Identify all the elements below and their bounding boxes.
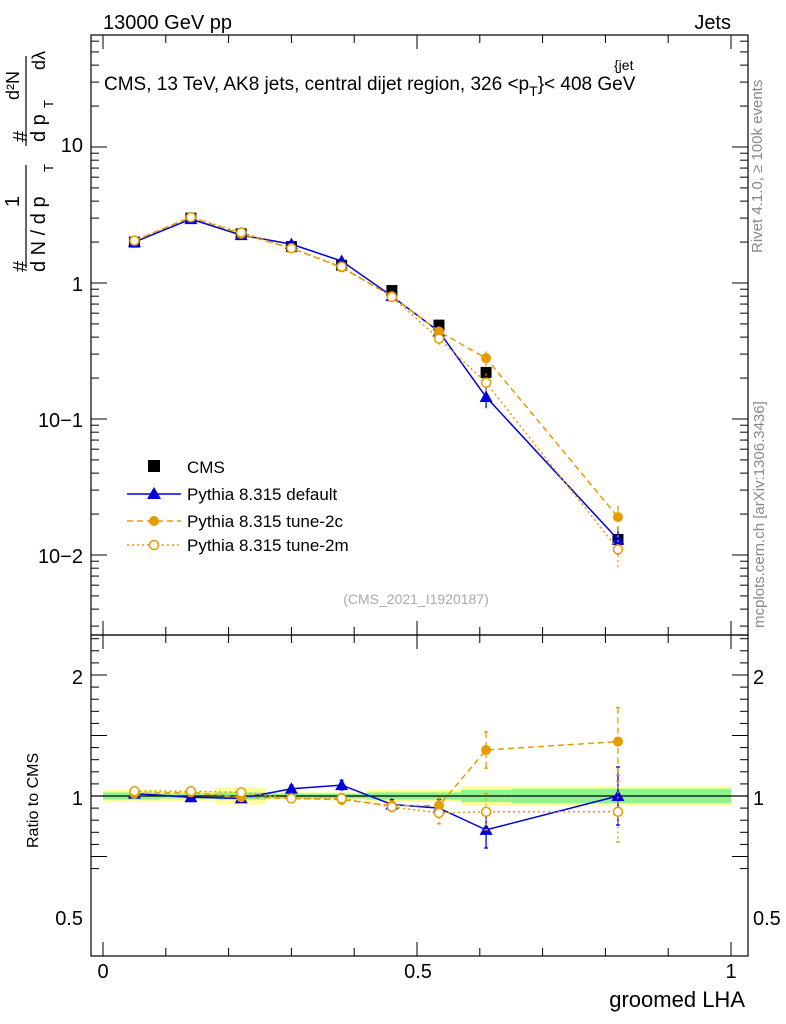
- ratio-point-tune2m: [433, 807, 445, 819]
- main-data-layer: [127, 211, 625, 569]
- ratio-point-tune2m: [480, 806, 492, 817]
- main-y-tick-label-0.1: 10−1: [38, 410, 83, 432]
- data-point-tune2m: [336, 261, 347, 272]
- header-right: Jets: [694, 12, 731, 34]
- ratio-point-tune2m: [336, 793, 347, 804]
- ratio-point-tune2c: [481, 745, 492, 756]
- ratio-point-default: [611, 789, 625, 801]
- data-point-cms: [480, 366, 492, 378]
- rivet-version: Rivet 4.1.0, ≥ 100k events: [749, 80, 766, 253]
- x-tick-label-1: 1: [725, 961, 736, 983]
- axis-ticks: [91, 35, 748, 956]
- analysis-watermark: (CMS_2021_I1920187): [343, 591, 489, 607]
- legend-marker-tune2m: [148, 539, 160, 551]
- ratio-y-tick-label-right-0.5: 0.5: [753, 908, 781, 930]
- x-axis-label: groomed LHA: [609, 987, 745, 1012]
- legend-marker-default: [147, 487, 161, 499]
- main-y-tick-label-0.01: 10−2: [38, 546, 83, 568]
- legend-label-tune2c: Pythia 8.315 tune-2c: [187, 512, 343, 531]
- legend-label-tune2m: Pythia 8.315 tune-2m: [187, 536, 349, 555]
- x-tick-label-0.5: 0.5: [404, 961, 432, 983]
- chart-title-superscript: {jet: [614, 57, 634, 73]
- data-point-default: [479, 390, 493, 403]
- ratio-point-tune2m: [185, 785, 197, 797]
- ratio-point-default: [335, 778, 349, 791]
- data-point-tune2c: [612, 512, 623, 523]
- ratio-point-tune2m: [386, 801, 398, 813]
- data-point-tune2m: [433, 333, 445, 344]
- data-point-tune2m: [612, 544, 624, 555]
- legend-marker-tune2c: [149, 516, 159, 526]
- data-point-tune2m: [386, 291, 398, 303]
- data-point-tune2c: [481, 353, 492, 364]
- data-point-tune2c: [433, 326, 444, 337]
- main-y-tick-label-10: 10: [61, 135, 83, 157]
- y-label-dn-dpt: d N / d p: [28, 196, 50, 272]
- ratio-y-tick-label-1: 1: [72, 788, 83, 810]
- ratio-y-axis-label: Ratio to CMS: [25, 753, 42, 848]
- data-point-tune2m: [185, 211, 197, 223]
- ratio-point-tune2m: [286, 793, 297, 804]
- main-y-label: # 1 d N / d p T # d p T d²N dλ: [2, 51, 56, 272]
- y-label-d2n: d²N: [3, 71, 23, 100]
- legend-marker-cms: [148, 460, 160, 472]
- y-label-t-2: T: [41, 100, 56, 108]
- ratio-y-tick-label-2: 2: [72, 667, 83, 689]
- ratio-point-tune2c: [612, 736, 623, 747]
- y-label-t-1: T: [41, 164, 56, 172]
- data-point-default: [611, 533, 625, 545]
- mcplots-reference: mcplots.cern.ch [arXiv:1306.3436]: [751, 401, 768, 628]
- legend: CMS Pythia 8.315 default Pythia 8.315 tu…: [127, 458, 349, 555]
- y-label-one: 1: [2, 196, 24, 207]
- ratio-y-tick-label-right-1: 1: [753, 788, 764, 810]
- ratio-point-tune2m: [129, 785, 140, 797]
- ratio-point-tune2c: [433, 800, 444, 811]
- ratio-y-tick-label-right-2: 2: [753, 667, 764, 689]
- y-label-dlambda: dλ: [29, 51, 49, 70]
- data-point-tune2m: [286, 243, 297, 254]
- header-left: 13000 GeV pp: [103, 12, 232, 34]
- ratio-point-default: [284, 782, 298, 794]
- data-point-tune2m: [129, 235, 140, 246]
- ratio-point-tune2m: [612, 806, 624, 817]
- data-point-tune2m: [480, 377, 492, 388]
- main-y-tick-label-1: 1: [72, 274, 83, 296]
- legend-label-default: Pythia 8.315 default: [187, 485, 338, 504]
- data-point-tune2m: [235, 227, 247, 238]
- ratio-y-tick-label-0.5: 0.5: [55, 908, 83, 930]
- ratio-line-tune2c: [134, 740, 619, 807]
- legend-label-cms: CMS: [187, 458, 225, 477]
- ratio-point-tune2m: [235, 787, 247, 798]
- x-tick-label-0: 0: [97, 961, 108, 983]
- ratio-data-layer: [127, 707, 625, 849]
- chart-title: CMS, 13 TeV, AK8 jets, central dijet reg…: [104, 74, 636, 99]
- y-label-dpt: d p: [28, 114, 50, 142]
